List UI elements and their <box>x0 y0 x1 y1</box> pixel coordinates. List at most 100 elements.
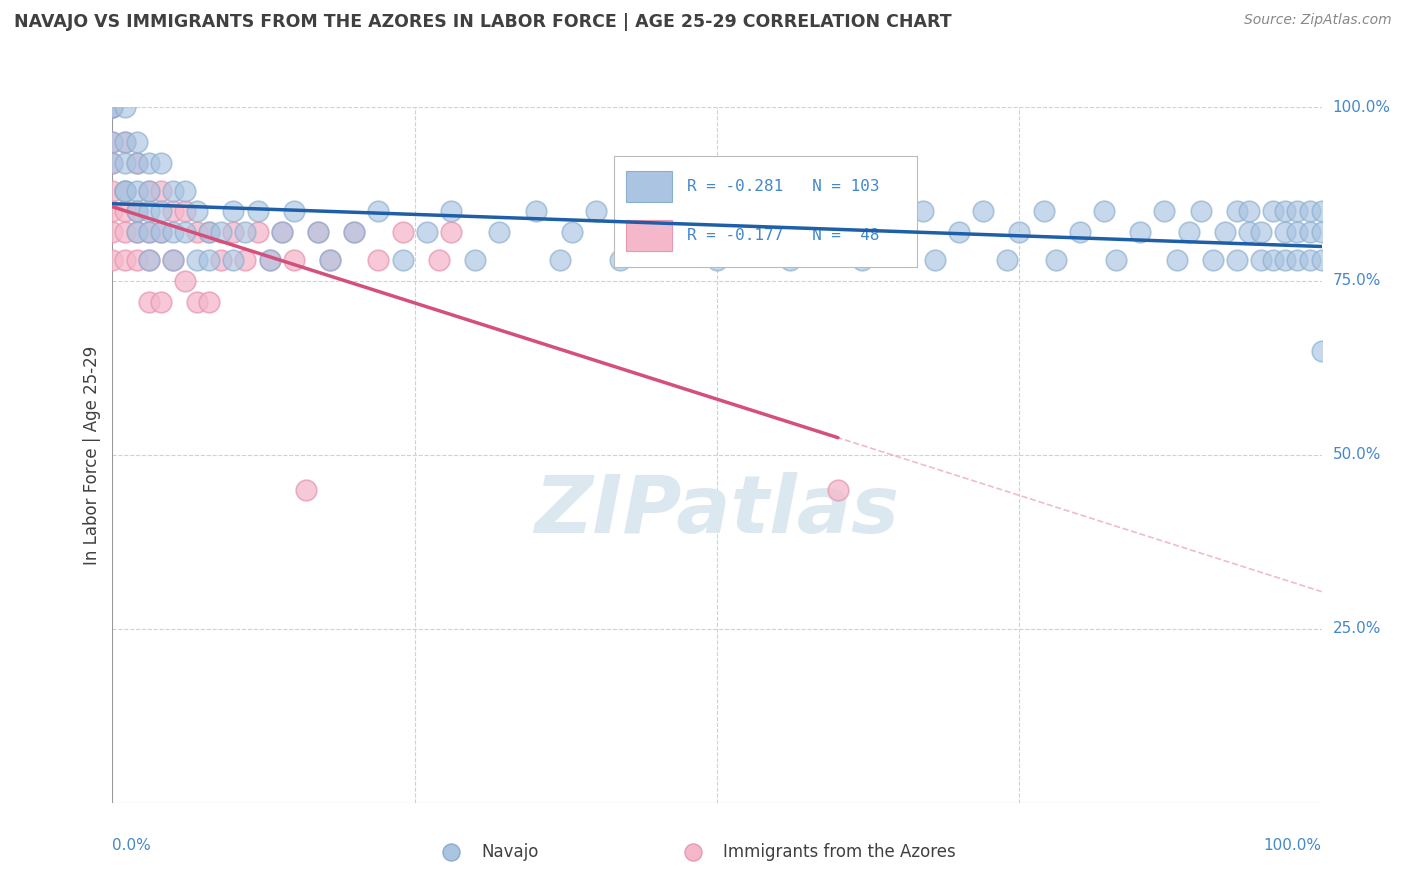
Point <box>125 204 148 219</box>
Point <box>125 204 148 219</box>
Point <box>427 253 450 268</box>
Point <box>1202 253 1225 268</box>
Point <box>125 225 148 239</box>
Point <box>138 294 160 309</box>
Point <box>561 225 583 239</box>
Point <box>827 204 849 219</box>
Point <box>125 184 148 198</box>
Point <box>1286 253 1309 268</box>
Point <box>138 225 160 239</box>
Point <box>186 294 208 309</box>
Text: 75.0%: 75.0% <box>1333 274 1381 288</box>
Point <box>391 253 413 268</box>
Point <box>101 100 124 114</box>
Point <box>162 184 184 198</box>
Point <box>911 204 934 219</box>
Point <box>114 184 136 198</box>
Point <box>524 204 547 219</box>
Point <box>1310 343 1333 358</box>
Point <box>440 225 463 239</box>
Point <box>114 135 136 149</box>
Point <box>222 204 245 219</box>
Point <box>416 225 439 239</box>
Point <box>1286 204 1309 219</box>
Point <box>186 253 208 268</box>
Point <box>307 225 329 239</box>
Point <box>1153 204 1175 219</box>
Point <box>114 184 136 198</box>
Point <box>1177 225 1199 239</box>
Point <box>1008 225 1031 239</box>
Point <box>1298 253 1320 268</box>
Point <box>125 155 148 169</box>
Point <box>1032 204 1054 219</box>
Point <box>803 225 825 239</box>
Point <box>125 155 148 169</box>
Point <box>246 225 269 239</box>
Point <box>101 135 124 149</box>
Point <box>440 204 463 219</box>
Point <box>101 135 124 149</box>
Text: 50.0%: 50.0% <box>1333 448 1381 462</box>
Text: Navajo: Navajo <box>481 843 538 861</box>
Point <box>186 204 208 219</box>
Point <box>1250 225 1272 239</box>
Point <box>827 483 849 497</box>
Point <box>162 253 184 268</box>
Point <box>149 184 172 198</box>
Point <box>645 204 668 219</box>
Point <box>114 100 136 114</box>
Point <box>319 253 342 268</box>
Text: Immigrants from the Azores: Immigrants from the Azores <box>723 843 956 861</box>
Text: NAVAJO VS IMMIGRANTS FROM THE AZORES IN LABOR FORCE | AGE 25-29 CORRELATION CHAR: NAVAJO VS IMMIGRANTS FROM THE AZORES IN … <box>14 13 952 31</box>
Point <box>198 225 221 239</box>
Point <box>138 204 160 219</box>
Point <box>1274 253 1296 268</box>
Point <box>101 184 124 198</box>
Point <box>259 253 281 268</box>
Point <box>209 253 232 268</box>
Text: 100.0%: 100.0% <box>1333 100 1391 114</box>
Point <box>101 155 124 169</box>
Point <box>125 135 148 149</box>
Point <box>198 253 221 268</box>
Point <box>1237 225 1260 239</box>
Point <box>198 294 221 309</box>
Text: 25.0%: 25.0% <box>1333 622 1381 636</box>
Point <box>295 483 318 497</box>
Point <box>198 225 221 239</box>
Point <box>222 253 245 268</box>
Point <box>1286 225 1309 239</box>
Point <box>138 253 160 268</box>
Point <box>621 225 644 239</box>
Point <box>1250 253 1272 268</box>
Point <box>1226 204 1249 219</box>
Point <box>948 225 970 239</box>
Point <box>367 253 389 268</box>
Point <box>101 204 124 219</box>
Point <box>138 184 160 198</box>
Point <box>149 294 172 309</box>
Point <box>730 225 752 239</box>
Point <box>343 225 366 239</box>
Text: 100.0%: 100.0% <box>1264 838 1322 853</box>
Point <box>1129 225 1152 239</box>
Point <box>307 225 329 239</box>
Point <box>162 253 184 268</box>
Point <box>114 204 136 219</box>
Point <box>283 253 305 268</box>
Point <box>488 225 510 239</box>
Point <box>101 100 124 114</box>
Point <box>682 845 704 859</box>
Point <box>138 253 160 268</box>
Point <box>319 253 342 268</box>
Point <box>1166 253 1188 268</box>
Point <box>149 225 172 239</box>
Point <box>101 100 124 114</box>
Point <box>1298 204 1320 219</box>
Point <box>972 204 994 219</box>
Point <box>246 204 269 219</box>
Point <box>125 225 148 239</box>
Point <box>1237 204 1260 219</box>
Point <box>162 204 184 219</box>
